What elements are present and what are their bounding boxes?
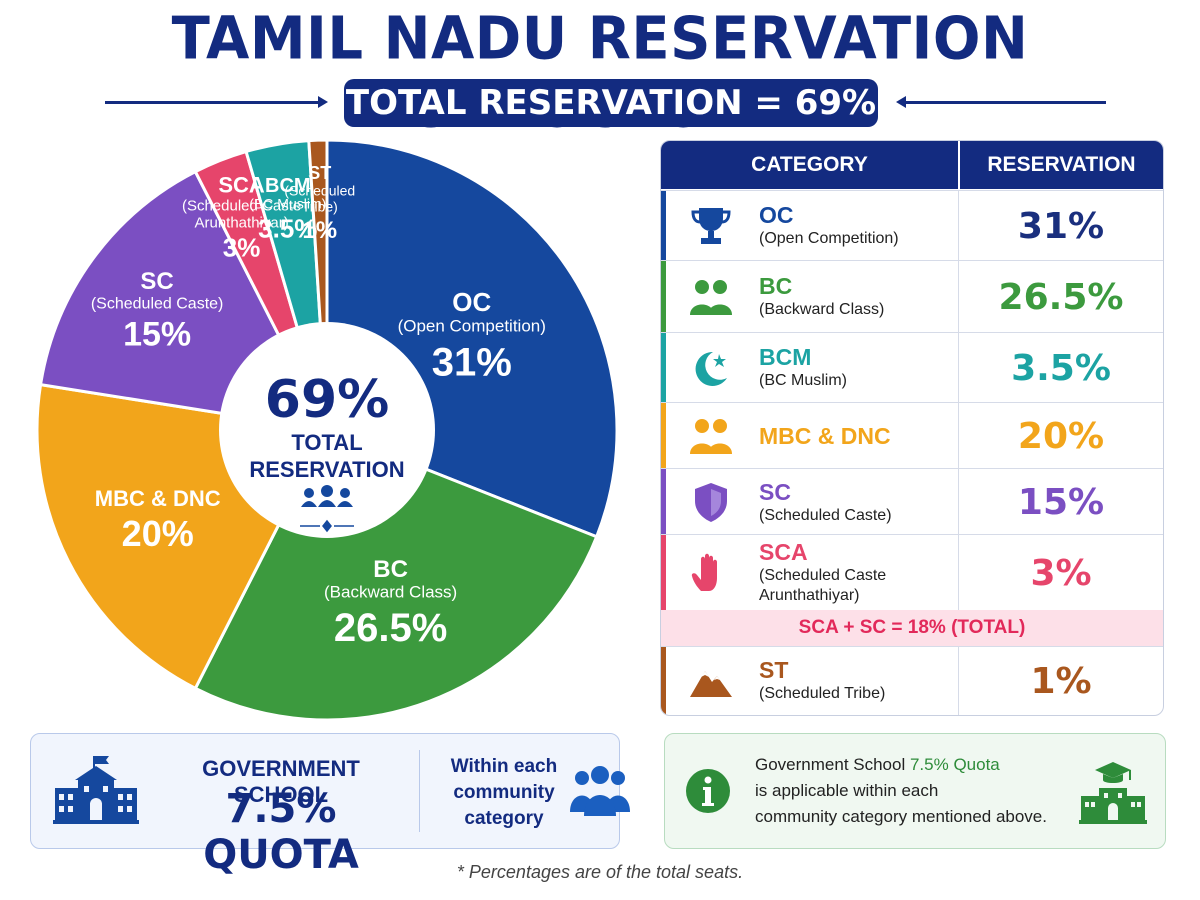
school-building-icon	[53, 756, 139, 824]
row-abbr: SCA	[759, 539, 808, 565]
quota-side-text: Within each community category	[450, 756, 558, 829]
table-row-mbc: MBC & DNC 20%	[661, 402, 1163, 469]
right-arrow-icon	[318, 96, 328, 108]
row-abbr: OC	[759, 202, 794, 228]
slice-abbr: BC	[373, 556, 408, 583]
left-arrow-line	[105, 101, 321, 104]
government-school-quota-box: GOVERNMENT SCHOOL 7.5% QUOTA Within each…	[30, 733, 630, 878]
center-line2: RESERVATION	[249, 457, 404, 482]
table-row-sca: SCA (Scheduled Caste Arunthathiyar) 3%	[661, 534, 1163, 611]
table-header: CATEGORY RESERVATION	[661, 141, 1163, 189]
center-value: 69%	[265, 370, 389, 430]
slice-full: (Backward Class)	[324, 582, 457, 601]
slice-value: 15%	[123, 316, 191, 354]
slice-value: 31%	[432, 340, 512, 384]
row-full: (Scheduled Caste Arunthathiyar)	[759, 567, 887, 604]
slice-full: Arunthathiyar)	[194, 215, 288, 232]
people-icon	[690, 280, 732, 315]
row-value: 26.5%	[998, 276, 1124, 318]
info-icon	[686, 769, 730, 813]
slice-full: Tribe)	[302, 198, 338, 214]
table-row-sc: SC (Scheduled Caste) 15%	[661, 468, 1163, 535]
table-row-bc: BC (Backward Class) 26.5%	[661, 260, 1163, 333]
header-reservation: RESERVATION	[987, 153, 1136, 176]
reservation-table: CATEGORY RESERVATION OC (Open Competition…	[660, 140, 1164, 716]
group-icon	[690, 419, 732, 454]
pie-label-sc: SC(Scheduled Caste) 15%	[91, 268, 224, 354]
slice-full: (Scheduled Caste)	[91, 295, 224, 312]
slice-value: 3%	[223, 233, 261, 263]
slice-full: (Scheduled Caste	[182, 197, 301, 214]
slice-value: 20%	[122, 513, 194, 554]
row-full: (Backward Class)	[759, 301, 885, 318]
slice-abbr: SC	[140, 268, 173, 295]
left-arrow-icon	[896, 96, 906, 108]
trophy-icon	[691, 208, 731, 244]
row-value: 3.5%	[1011, 347, 1111, 389]
row-abbr: ST	[759, 657, 789, 683]
reservation-pie-chart: OC(Open Competition) 31% BC(Backward Class…	[35, 138, 619, 722]
shield-icon	[695, 483, 727, 522]
center-ornament	[300, 519, 354, 533]
row-abbr: BCM	[759, 344, 812, 370]
pie-label-bcm: BCM(BC Muslim)3.5%	[249, 175, 326, 243]
row-full: (Scheduled Tribe)	[759, 685, 886, 702]
pie-labels: OC(Open Competition) 31% BC(Backward Class…	[91, 163, 546, 650]
slice-abbr: ST	[308, 163, 331, 183]
crescent-star-icon	[695, 351, 727, 386]
slice-abbr: OC	[452, 287, 491, 317]
center-line1: TOTAL	[291, 430, 362, 455]
pie-label-bc: BC(Backward Class) 26.5%	[324, 556, 457, 650]
people-group-icon	[301, 485, 353, 507]
slice-full: (BC Muslim)	[249, 196, 326, 212]
pie-label-oc: OC(Open Competition) 31%	[398, 287, 546, 384]
table-row-oc: OC (Open Competition) 31%	[661, 190, 1163, 261]
row-abbr: SC	[759, 479, 791, 505]
footnote: * Percentages are of the total seats.	[456, 862, 744, 882]
slice-value: 3.5%	[258, 213, 317, 243]
row-abbr: MBC & DNC	[759, 423, 891, 449]
table-row-st: ST (Scheduled Tribe) 1%	[661, 646, 1163, 715]
slice-value: 26.5%	[334, 606, 447, 650]
sca-sc-total-note: SCA + SC = 18% (TOTAL)	[661, 610, 1163, 646]
row-value: 1%	[1030, 661, 1092, 702]
slice-full: (Open Competition)	[398, 317, 546, 336]
hand-icon	[691, 553, 717, 591]
row-value: 3%	[1030, 552, 1092, 594]
header-category: CATEGORY	[661, 141, 960, 189]
mountain-icon	[690, 671, 732, 697]
slice-abbr: SCA	[218, 173, 265, 198]
quota-info-box: Government School 7.5% Quota is applicab…	[664, 733, 1166, 849]
row-value: 20%	[1017, 415, 1105, 457]
table-row-bcm: BCM (BC Muslim) 3.5%	[661, 332, 1163, 403]
row-value: 15%	[1017, 481, 1105, 523]
slice-abbr: MBC & DNC	[95, 486, 221, 511]
quota-value: 7.5% QUOTA	[203, 786, 359, 878]
right-arrow-line	[904, 101, 1106, 104]
info-text: Government School 7.5% Quota is applicab…	[755, 755, 1047, 826]
quota-title: GOVERNMENT SCHOOL	[202, 756, 360, 807]
slice-abbr: BCM	[265, 175, 311, 197]
slice-value: 1%	[302, 217, 337, 244]
row-value: 31%	[1017, 205, 1105, 247]
school-graduation-icon	[1079, 762, 1147, 824]
row-full: (Open Competition)	[759, 230, 899, 247]
total-reservation-banner: TOTAL RESERVATION = 69%	[344, 79, 878, 127]
quota-divider	[419, 750, 420, 832]
row-abbr: BC	[759, 273, 793, 299]
row-full: (BC Muslim)	[759, 372, 847, 389]
community-people-icon	[570, 766, 630, 816]
pie-center-hole	[219, 322, 435, 538]
slice-full: (Scheduled	[284, 182, 355, 198]
row-full: (Scheduled Caste)	[759, 507, 892, 524]
